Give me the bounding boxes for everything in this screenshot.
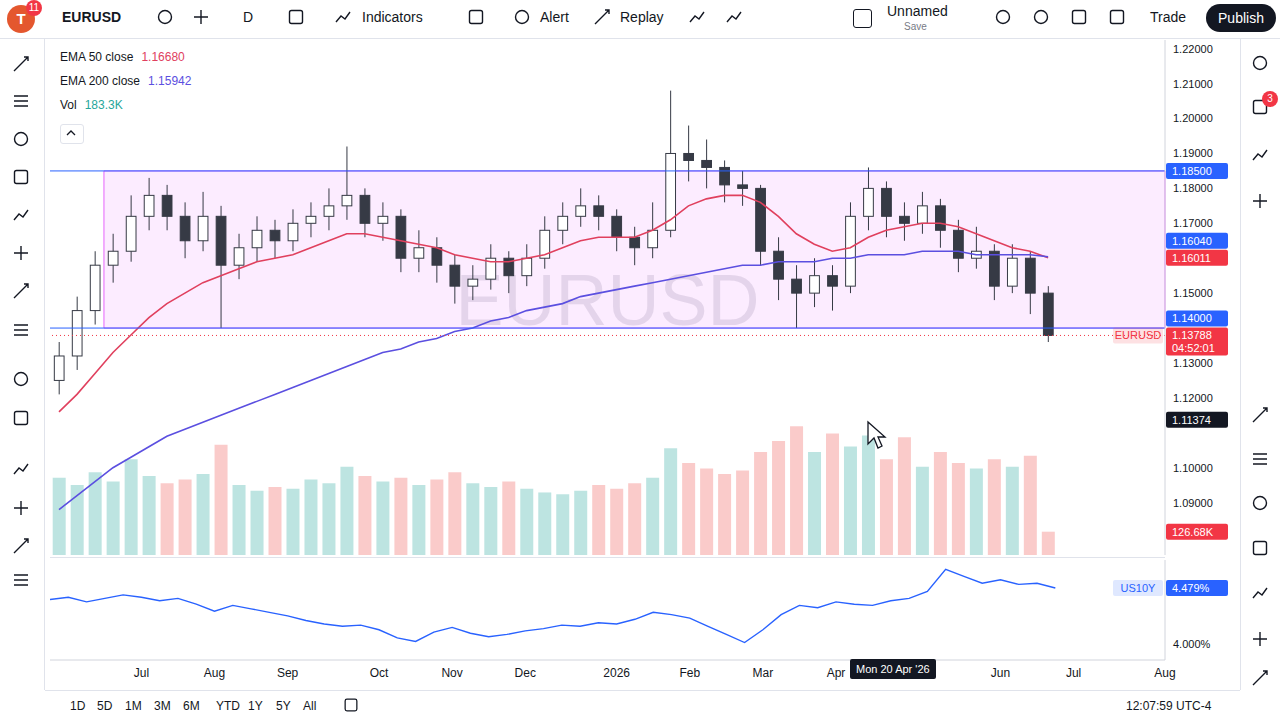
svg-text:EURUSD: EURUSD bbox=[1115, 329, 1162, 341]
svg-text:Aug: Aug bbox=[1154, 666, 1175, 680]
html-text:EMA 200 close: EMA 200 close bbox=[60, 74, 140, 88]
svg-text:1.21000: 1.21000 bbox=[1173, 78, 1213, 90]
html-text:6M: 6M bbox=[183, 699, 200, 713]
html-text:Indicators: Indicators bbox=[362, 9, 423, 25]
svg-text:4.479%: 4.479% bbox=[1172, 582, 1210, 594]
svg-text:1.10000: 1.10000 bbox=[1173, 462, 1213, 474]
svg-text:04:52:01: 04:52:01 bbox=[1172, 342, 1215, 354]
html-text:D: D bbox=[243, 9, 254, 25]
svg-text:1.18500: 1.18500 bbox=[1172, 165, 1212, 177]
html-text:183.3K: 183.3K bbox=[84, 98, 123, 112]
svg-text:1.11374: 1.11374 bbox=[1172, 414, 1211, 426]
html-text:3: 3 bbox=[1267, 93, 1273, 104]
svg-text:Mar: Mar bbox=[753, 666, 774, 680]
svg-text:Sep: Sep bbox=[277, 666, 299, 680]
svg-text:Jun: Jun bbox=[991, 666, 1010, 680]
svg-text:1.13000: 1.13000 bbox=[1173, 357, 1213, 369]
html-text:EURUSD: EURUSD bbox=[62, 9, 122, 25]
html-text:11: 11 bbox=[28, 2, 40, 13]
html-text:Publish: Publish bbox=[1218, 10, 1264, 26]
html-text:Alert: Alert bbox=[540, 9, 569, 25]
svg-text:Oct: Oct bbox=[370, 666, 389, 680]
html-text:EURUSD: EURUSD bbox=[455, 260, 760, 340]
html-text:All: All bbox=[303, 699, 317, 713]
svg-text:1.09000: 1.09000 bbox=[1173, 497, 1213, 509]
svg-text:1.18000: 1.18000 bbox=[1173, 182, 1213, 194]
html-text:3M: 3M bbox=[154, 699, 171, 713]
svg-text:1.22000: 1.22000 bbox=[1173, 43, 1213, 55]
svg-text:4.000%: 4.000% bbox=[1173, 638, 1211, 650]
svg-text:US10Y: US10Y bbox=[1121, 582, 1157, 594]
html-text:Mon 20 Apr '26: Mon 20 Apr '26 bbox=[856, 663, 930, 675]
html-text:YTD: YTD bbox=[216, 699, 240, 713]
svg-text:1.17000: 1.17000 bbox=[1173, 217, 1213, 229]
html-text:T: T bbox=[16, 10, 26, 27]
svg-text:1.13788: 1.13788 bbox=[1172, 329, 1212, 341]
svg-text:1.16040: 1.16040 bbox=[1172, 235, 1212, 247]
html-text:EMA 50 close: EMA 50 close bbox=[60, 50, 134, 64]
svg-text:1.15000: 1.15000 bbox=[1173, 287, 1213, 299]
svg-text:Jul: Jul bbox=[1066, 666, 1081, 680]
html-text:Vol: Vol bbox=[60, 98, 77, 112]
svg-text:Dec: Dec bbox=[515, 666, 536, 680]
html-text:Unnamed: Unnamed bbox=[887, 3, 948, 19]
html-text:1.16680: 1.16680 bbox=[141, 50, 185, 64]
html-text:5D: 5D bbox=[97, 699, 113, 713]
html-text:12:07:59 UTC-4: 12:07:59 UTC-4 bbox=[1126, 699, 1212, 713]
svg-text:126.68K: 126.68K bbox=[1172, 526, 1214, 538]
html-text:5Y: 5Y bbox=[276, 699, 291, 713]
html-text:1M: 1M bbox=[125, 699, 142, 713]
html-text:1D: 1D bbox=[70, 699, 86, 713]
svg-text:1.12000: 1.12000 bbox=[1173, 392, 1213, 404]
svg-text:Apr: Apr bbox=[827, 666, 846, 680]
svg-text:1.20000: 1.20000 bbox=[1173, 112, 1213, 124]
html-text:Save: Save bbox=[904, 21, 927, 32]
html-text:1.15942: 1.15942 bbox=[148, 74, 192, 88]
svg-text:1.16011: 1.16011 bbox=[1172, 252, 1211, 264]
svg-text:Jul: Jul bbox=[134, 666, 149, 680]
svg-text:1.19000: 1.19000 bbox=[1173, 147, 1213, 159]
svg-text:Aug: Aug bbox=[204, 666, 225, 680]
html-text:Replay: Replay bbox=[620, 9, 664, 25]
svg-text:1.14000: 1.14000 bbox=[1172, 312, 1212, 324]
svg-text:2026: 2026 bbox=[603, 666, 630, 680]
html-text:Trade: Trade bbox=[1150, 9, 1187, 25]
svg-text:Feb: Feb bbox=[679, 666, 700, 680]
html-text:1Y: 1Y bbox=[248, 699, 263, 713]
svg-text:Nov: Nov bbox=[441, 666, 462, 680]
